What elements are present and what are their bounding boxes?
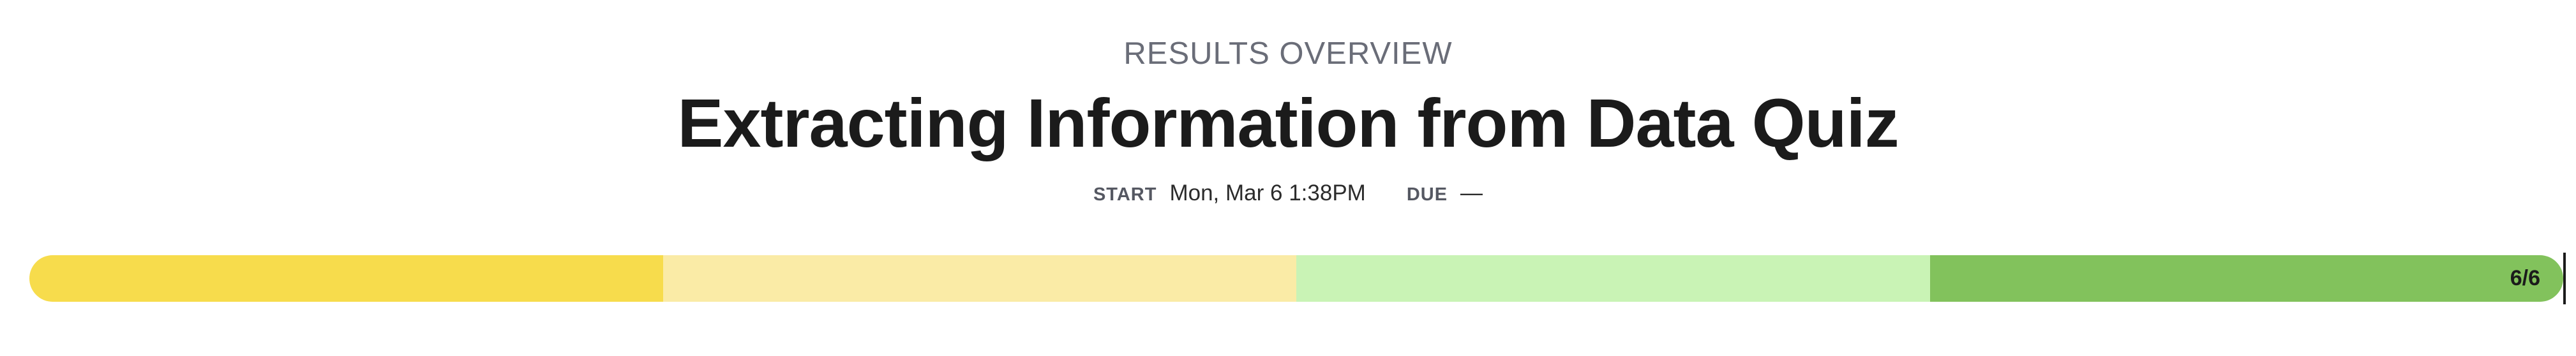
quiz-schedule: START Mon, Mar 6 1:38PM DUE — — [0, 181, 2576, 206]
score-progress-bar: 6/6 — [29, 255, 2563, 302]
progress-segment-4 — [1929, 255, 2563, 302]
progress-segment-2 — [663, 255, 1296, 302]
text-cursor — [2563, 253, 2566, 304]
progress-segment-1 — [29, 255, 663, 302]
progress-segment-3 — [1296, 255, 1930, 302]
results-overview-label: RESULTS OVERVIEW — [1123, 36, 1453, 71]
due-value: — — [1460, 181, 1483, 205]
start-value: Mon, Mar 6 1:38PM — [1169, 181, 1366, 205]
quiz-title: Extracting Information from Data Quiz — [677, 84, 1899, 161]
progress-count: 6/6 — [2510, 266, 2540, 290]
due-label: DUE — [1406, 184, 1448, 205]
start-label: START — [1093, 184, 1157, 205]
